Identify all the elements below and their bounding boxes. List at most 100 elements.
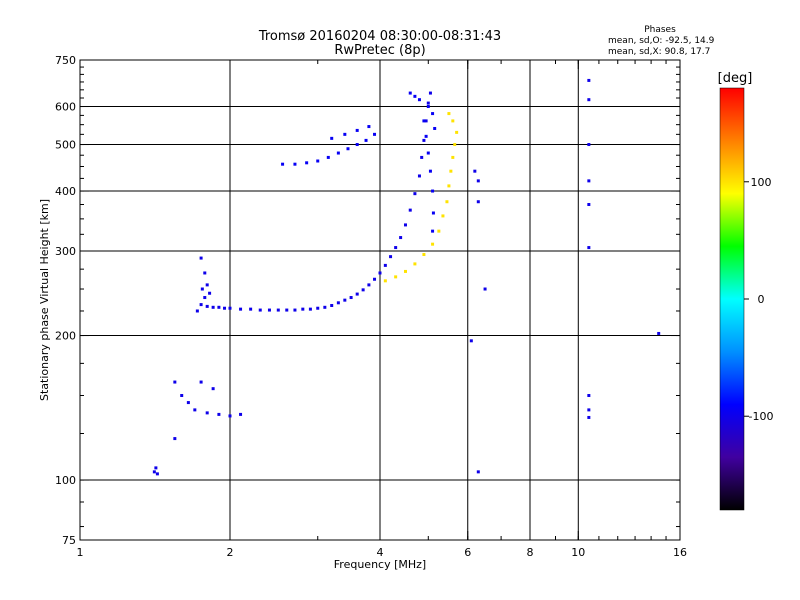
data-point	[217, 305, 221, 309]
data-point	[469, 339, 473, 343]
data-point	[426, 101, 430, 105]
data-point	[587, 408, 591, 412]
data-point	[447, 184, 451, 188]
data-point	[281, 162, 285, 166]
data-point	[420, 155, 424, 159]
data-point	[587, 246, 591, 250]
data-point	[453, 143, 457, 147]
data-point	[424, 119, 428, 123]
y-tick-label: 100	[55, 474, 76, 487]
y-axis-label: Stationary phase Virtual Height [km]	[38, 199, 51, 401]
y-tick-label: 200	[55, 330, 76, 343]
data-point	[152, 470, 156, 474]
data-point	[587, 415, 591, 419]
phases-heading: Phases	[644, 25, 676, 35]
data-point	[346, 147, 350, 151]
data-point	[326, 155, 330, 159]
x-tick-label: 6	[464, 546, 471, 559]
data-point	[451, 155, 455, 159]
data-point	[403, 223, 407, 227]
data-point	[249, 307, 253, 311]
data-point	[394, 246, 398, 250]
data-point	[476, 470, 480, 474]
data-point	[349, 296, 353, 300]
y-axis: 75 100 200 300 400 500 600 750	[55, 54, 680, 547]
data-point	[431, 211, 435, 215]
data-point	[417, 98, 421, 102]
data-point	[426, 151, 430, 155]
phases-x-line: mean, sd,X: 90.8, 17.7	[608, 47, 710, 57]
data-point	[316, 306, 320, 310]
scatter-points	[152, 78, 661, 476]
data-point	[587, 202, 591, 206]
colorbar-unit-label: [deg]	[718, 71, 753, 86]
plot-grid	[80, 60, 680, 540]
data-point	[451, 119, 455, 123]
data-point	[441, 214, 445, 218]
data-point	[205, 411, 209, 415]
data-point	[394, 275, 398, 279]
x-tick-label: 4	[377, 546, 384, 559]
data-point	[447, 112, 451, 116]
data-point	[336, 151, 340, 155]
x-axis: 1 2 4 6 8 10 16	[77, 60, 687, 559]
data-point	[199, 380, 203, 384]
data-point	[587, 179, 591, 183]
data-point	[239, 307, 243, 311]
colorbar-tick-label: -100	[749, 410, 774, 423]
data-point	[383, 279, 387, 283]
colorbar-tick-label: 0	[758, 293, 765, 306]
data-point	[408, 208, 412, 212]
data-point	[361, 288, 365, 292]
data-point	[305, 161, 309, 165]
data-point	[389, 255, 393, 259]
data-point	[428, 169, 432, 173]
data-point	[276, 308, 280, 312]
data-point	[431, 189, 435, 193]
data-point	[413, 192, 417, 196]
data-point	[408, 91, 412, 95]
chart-title: Tromsø 20160204 08:30:00-08:31:43	[258, 29, 501, 44]
y-tick-label: 400	[55, 185, 76, 198]
data-point	[228, 306, 232, 310]
data-point	[205, 304, 209, 308]
x-tick-label: 2	[227, 546, 234, 559]
data-point	[208, 291, 212, 295]
data-point	[308, 307, 312, 311]
data-point	[431, 242, 435, 246]
x-tick-label: 1	[77, 546, 84, 559]
data-point	[373, 132, 377, 136]
data-point	[200, 287, 204, 291]
data-point	[211, 305, 215, 309]
phases-o-line: mean, sd,O: -92.5, 14.9	[608, 36, 715, 46]
data-point	[657, 331, 661, 335]
data-point	[428, 91, 432, 95]
data-point	[330, 136, 334, 140]
data-point	[173, 380, 177, 384]
x-tick-label: 8	[527, 546, 534, 559]
data-point	[223, 306, 227, 310]
data-point	[154, 466, 158, 470]
data-point	[301, 307, 305, 311]
data-point	[343, 298, 347, 302]
y-tick-label: 75	[62, 534, 76, 547]
data-point	[413, 94, 417, 98]
x-tick-label: 10	[571, 546, 585, 559]
data-point	[155, 472, 159, 476]
colorbar-ticks: 100 0 -100	[744, 176, 773, 423]
data-point	[413, 262, 417, 266]
data-point	[431, 112, 435, 116]
data-point	[173, 437, 177, 441]
data-point	[378, 271, 382, 275]
data-point	[449, 169, 453, 173]
data-point	[267, 308, 271, 312]
colorbar	[719, 87, 745, 511]
data-point	[417, 174, 421, 178]
data-point	[364, 138, 368, 142]
x-tick-label: 16	[673, 546, 687, 559]
data-point	[285, 308, 289, 312]
data-point	[258, 308, 262, 312]
data-point	[587, 394, 591, 398]
data-point	[455, 130, 459, 134]
